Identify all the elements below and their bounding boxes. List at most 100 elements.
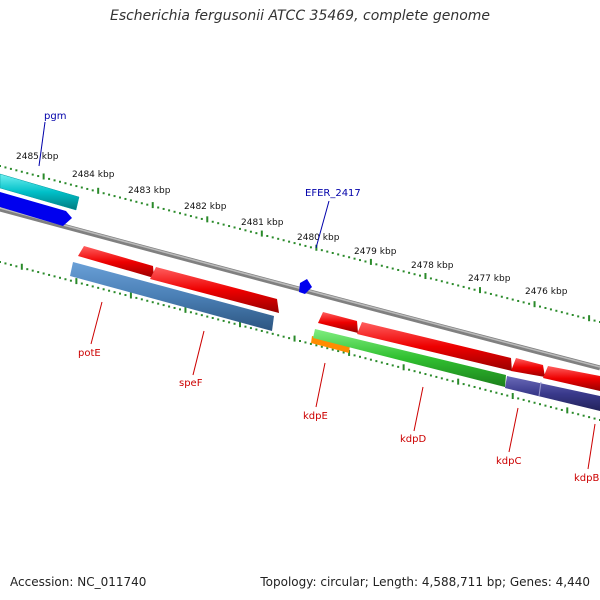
gene-efer-2417-bar[interactable] — [0, 192, 72, 226]
ruler-label: 2478 kbp — [411, 261, 454, 271]
map-title: Escherichia fergusonii ATCC 35469, compl… — [109, 8, 491, 24]
minor-tick — [59, 180, 61, 183]
minor-tick — [129, 199, 132, 202]
minor-tick — [86, 187, 89, 190]
minor-tick — [277, 334, 280, 337]
minor-tick — [462, 285, 465, 288]
major-tick — [151, 202, 154, 209]
minor-tick — [304, 341, 307, 344]
minor-tick — [419, 274, 421, 277]
minor-tick — [408, 271, 411, 274]
gene-kdpb-navy[interactable] — [505, 376, 600, 411]
gene-label-kdpe: kdpE — [303, 411, 328, 422]
minor-tick — [544, 404, 547, 407]
gene-red-2[interactable] — [150, 267, 279, 313]
minor-tick — [189, 311, 192, 314]
minor-tick — [217, 222, 220, 225]
minor-tick — [571, 313, 574, 316]
major-tick — [260, 230, 263, 237]
minor-tick — [429, 374, 432, 377]
minor-tick — [184, 213, 187, 216]
minor-tick — [173, 210, 176, 213]
minor-tick — [266, 234, 269, 237]
minor-tick — [282, 239, 285, 242]
gene-kdpc-red[interactable] — [511, 358, 545, 377]
gene-kdpd-red[interactable] — [357, 322, 512, 371]
major-tick — [457, 378, 460, 385]
minor-tick — [331, 348, 334, 351]
minor-tick — [424, 373, 427, 376]
ruler-label: 2477 kbp — [468, 274, 511, 284]
minor-tick — [419, 371, 421, 374]
minor-tick — [359, 355, 361, 358]
gene-kdpb-red[interactable] — [543, 366, 600, 391]
minor-tick — [249, 327, 252, 330]
gene-pgm[interactable] — [0, 173, 80, 211]
minor-tick — [282, 335, 285, 338]
minor-tick — [397, 365, 400, 368]
minor-tick — [200, 217, 203, 220]
minor-tick — [42, 272, 45, 275]
lower-tick-track — [0, 261, 600, 421]
gene-spef[interactable] — [70, 262, 274, 331]
minor-tick — [326, 347, 329, 350]
major-tick — [239, 321, 241, 328]
gene-label-kdpb: kdpB — [574, 473, 599, 484]
minor-tick — [119, 292, 121, 295]
minor-tick — [108, 193, 111, 196]
minor-tick — [217, 318, 220, 321]
minor-tick — [64, 182, 67, 185]
minor-tick — [222, 319, 225, 322]
minor-tick — [473, 385, 476, 388]
minor-tick — [413, 273, 416, 276]
minor-tick — [489, 390, 492, 393]
leader-kdpc — [508, 407, 519, 453]
minor-tick — [402, 270, 405, 273]
minor-tick — [446, 281, 449, 284]
minor-tick — [173, 306, 176, 309]
gene-kdpd-green[interactable] — [313, 329, 506, 387]
minor-tick — [91, 285, 94, 288]
minor-tick — [239, 227, 241, 230]
ruler-label: 2485 kbp — [16, 152, 59, 162]
minor-tick — [435, 278, 438, 281]
minor-tick — [582, 414, 585, 417]
minor-tick — [69, 183, 72, 186]
minor-tick — [168, 305, 171, 308]
gene-pote[interactable] — [78, 246, 154, 278]
leader-kdpe — [315, 362, 326, 408]
gene-kdpe-red[interactable] — [318, 312, 358, 333]
major-tick — [42, 173, 45, 180]
upper-tick-track — [0, 165, 600, 323]
minor-tick — [222, 223, 225, 226]
minor-tick — [48, 177, 51, 180]
minor-tick — [435, 375, 438, 378]
minor-tick — [86, 283, 89, 286]
minor-tick — [364, 260, 367, 263]
minor-tick — [97, 286, 100, 289]
minor-tick — [26, 172, 29, 175]
minor-tick — [391, 364, 394, 367]
minor-tick — [342, 351, 345, 354]
minor-tick — [451, 380, 454, 383]
minor-tick — [304, 244, 307, 247]
minor-tick — [9, 167, 12, 170]
minor-tick — [113, 291, 116, 294]
minor-tick — [533, 401, 536, 404]
accession-text: Accession: NC_011740 — [10, 575, 147, 589]
minor-tick — [462, 383, 465, 386]
minor-tick — [249, 230, 252, 233]
minor-tick — [342, 254, 345, 257]
minor-tick — [102, 192, 105, 195]
minor-tick — [80, 186, 83, 189]
minor-tick — [528, 400, 531, 403]
gene-kdpe-orange[interactable] — [311, 336, 350, 353]
gene-label-efer-2417: EFER_2417 — [305, 188, 361, 199]
minor-tick — [299, 340, 301, 342]
gene-efer-2417[interactable] — [299, 279, 312, 294]
minor-tick — [233, 226, 236, 229]
leader-pote — [90, 301, 103, 345]
major-tick — [20, 263, 23, 270]
minor-tick — [146, 299, 149, 302]
major-tick — [511, 393, 514, 400]
